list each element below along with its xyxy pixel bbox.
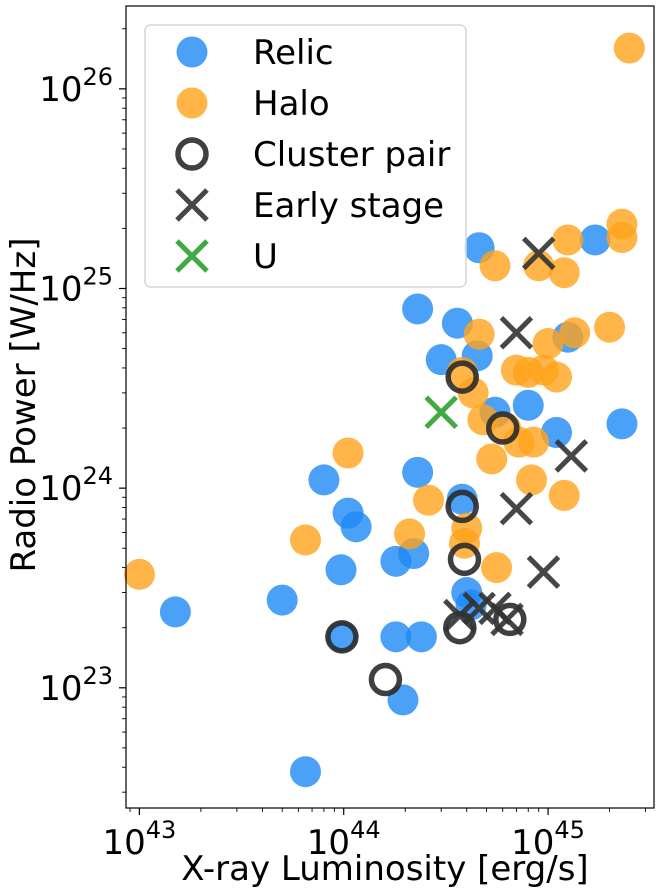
- series-relic: [159, 224, 638, 788]
- y-tick-label: 1025: [39, 262, 113, 309]
- early-stage-marker: [499, 316, 534, 350]
- legend-label: Early stage: [253, 186, 444, 226]
- legend-label: U: [253, 237, 278, 277]
- halo-point: [123, 558, 155, 590]
- plot-area: [123, 32, 645, 788]
- early-stage-marker: [499, 491, 534, 526]
- halo-point: [332, 437, 364, 469]
- halo-point: [394, 518, 426, 550]
- series-cluster-pair: [325, 360, 527, 697]
- legend-label: Cluster pair: [253, 135, 450, 175]
- axes-frame: [125, 5, 655, 809]
- relic-point: [512, 389, 544, 421]
- y-tick-label: 1024: [39, 462, 113, 509]
- relic-point: [405, 621, 437, 653]
- early-stage-marker: [490, 602, 524, 637]
- relic-point: [402, 456, 434, 488]
- halo-point: [457, 377, 489, 409]
- halo-point: [606, 222, 638, 254]
- halo-point: [516, 464, 548, 496]
- y-tick-label: 1023: [39, 662, 113, 709]
- relic-point: [340, 511, 372, 543]
- legend-entry: Cluster pair: [175, 135, 450, 175]
- halo-point: [548, 479, 580, 511]
- x-axis-label: X-ray Luminosity [erg/s]: [181, 849, 588, 889]
- cluster-pair-marker: [445, 360, 479, 394]
- relic-point: [579, 224, 611, 256]
- relic-point: [606, 408, 638, 440]
- relic-point: [326, 621, 358, 653]
- early-stage-marker: [554, 439, 589, 473]
- legend-frame: [144, 24, 467, 288]
- relic-point: [308, 464, 340, 496]
- halo-point: [413, 484, 445, 516]
- halo-point: [476, 443, 508, 475]
- relic-point: [380, 621, 412, 653]
- early-stage-marker: [462, 591, 496, 626]
- series-u: [424, 395, 458, 430]
- relic-point: [289, 756, 321, 788]
- x-tick-label: 1044: [307, 816, 381, 863]
- early-stage-marker: [443, 598, 477, 633]
- x-tick-label: 1045: [511, 816, 585, 863]
- halo-point: [613, 32, 645, 64]
- cluster-pair-marker: [325, 620, 359, 654]
- legend-cluster-pair-swatch: [175, 137, 209, 171]
- halo-point: [532, 328, 564, 360]
- legend-entry: Early stage: [175, 186, 444, 226]
- series-early-stage: [443, 236, 589, 637]
- cluster-pair-marker: [485, 411, 520, 445]
- y-axis-label: Radio Power [W/Hz]: [4, 238, 44, 573]
- legend-label: Halo: [253, 84, 330, 124]
- relic-point: [325, 554, 357, 586]
- legend-entry: Relic: [176, 33, 334, 73]
- halo-point: [481, 552, 513, 584]
- halo-point: [541, 361, 573, 393]
- halo-point: [548, 257, 580, 289]
- halo-point: [559, 317, 591, 349]
- halo-point: [552, 224, 584, 256]
- cluster-pair-marker: [447, 542, 482, 577]
- legend-entry: Halo: [176, 84, 330, 124]
- halo-point: [594, 311, 626, 343]
- legend-relic-swatch: [176, 36, 208, 68]
- halo-point: [479, 250, 511, 282]
- y-tick-label: 1026: [39, 63, 113, 110]
- relic-point: [266, 584, 298, 616]
- legend-u-swatch: [175, 239, 209, 273]
- axis-ticks: 1043 1044 1045 1023 1024 1025 1026: [39, 28, 646, 863]
- relic-point: [402, 293, 434, 325]
- legend: Relic Halo Cluster pair Early stage U: [144, 24, 467, 288]
- legend-halo-swatch: [176, 87, 208, 119]
- x-tick-label: 1043: [102, 816, 176, 863]
- cluster-pair-marker: [368, 662, 403, 697]
- relic-point: [446, 483, 478, 515]
- cluster-pair-marker: [493, 602, 527, 637]
- legend-early-stage-swatch: [175, 188, 209, 222]
- early-stage-marker: [521, 236, 556, 271]
- halo-point: [463, 318, 495, 350]
- halo-point: [518, 426, 550, 458]
- halo-point: [289, 524, 321, 556]
- cluster-pair-marker: [445, 489, 479, 524]
- legend-entry: U: [175, 237, 278, 277]
- early-stage-marker: [526, 555, 561, 589]
- relic-point: [159, 596, 191, 628]
- legend-label: Relic: [253, 33, 334, 73]
- u-marker: [424, 395, 458, 430]
